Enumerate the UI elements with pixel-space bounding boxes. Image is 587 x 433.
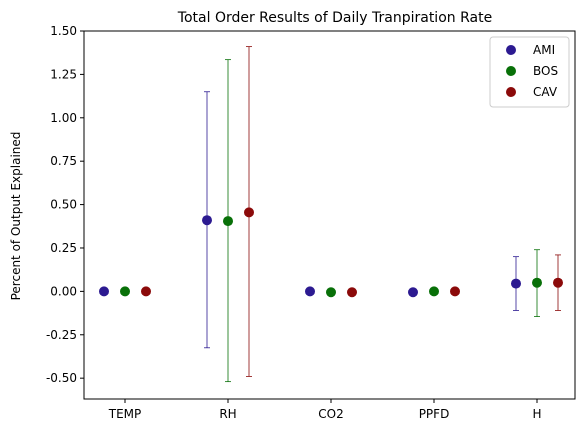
data-point bbox=[553, 277, 563, 288]
data-point bbox=[408, 287, 418, 298]
legend-label: AMI bbox=[533, 43, 555, 57]
data-point bbox=[244, 207, 254, 218]
legend: AMI BOS CAV bbox=[489, 36, 570, 108]
y-tick-label: -0.25 bbox=[46, 328, 77, 342]
chart-title: Total Order Results of Daily Tranpiratio… bbox=[177, 10, 492, 26]
series-ami bbox=[99, 91, 521, 349]
x-tick-label: RH bbox=[219, 407, 236, 421]
data-point bbox=[99, 286, 109, 297]
data-point bbox=[305, 286, 315, 297]
x-tick-label: CO2 bbox=[318, 407, 343, 421]
series-cav bbox=[141, 46, 563, 377]
y-tick-label: 1.00 bbox=[50, 111, 77, 125]
y-tick-label: 0.00 bbox=[50, 284, 77, 298]
x-tick-label: PPFD bbox=[419, 407, 450, 421]
data-point bbox=[223, 216, 233, 227]
legend-marker bbox=[506, 66, 516, 76]
data-point bbox=[120, 286, 130, 297]
data-point bbox=[141, 286, 151, 297]
y-tick-label: 0.75 bbox=[50, 154, 77, 168]
x-tick-label: TEMP bbox=[108, 407, 142, 421]
data-point bbox=[450, 286, 460, 297]
y-tick-label: 1.25 bbox=[50, 67, 77, 81]
x-axis: TEMP RH CO2 PPFD H bbox=[108, 399, 542, 421]
y-tick-label: 0.50 bbox=[50, 198, 77, 212]
data-point bbox=[347, 287, 357, 298]
y-tick-label: 0.25 bbox=[50, 241, 77, 255]
data-point bbox=[326, 287, 336, 298]
data-point bbox=[511, 278, 521, 289]
y-axis: -0.50 -0.25 0.00 0.25 0.50 0.75 1.00 1.25 1.50 bbox=[46, 24, 84, 385]
legend-label: BOS bbox=[533, 64, 558, 78]
plot-area bbox=[99, 46, 563, 383]
data-point bbox=[202, 215, 212, 226]
series-bos bbox=[120, 59, 542, 383]
y-axis-label: Percent of Output Explained bbox=[9, 132, 23, 301]
plot-frame bbox=[83, 30, 576, 400]
legend-marker bbox=[506, 87, 516, 97]
legend-label: CAV bbox=[533, 85, 558, 99]
legend-marker bbox=[506, 45, 516, 55]
x-tick-label: H bbox=[532, 407, 541, 421]
y-tick-label: -0.50 bbox=[46, 371, 77, 385]
data-point bbox=[429, 286, 439, 297]
data-point bbox=[532, 277, 542, 288]
y-tick-label: 1.50 bbox=[50, 24, 77, 38]
